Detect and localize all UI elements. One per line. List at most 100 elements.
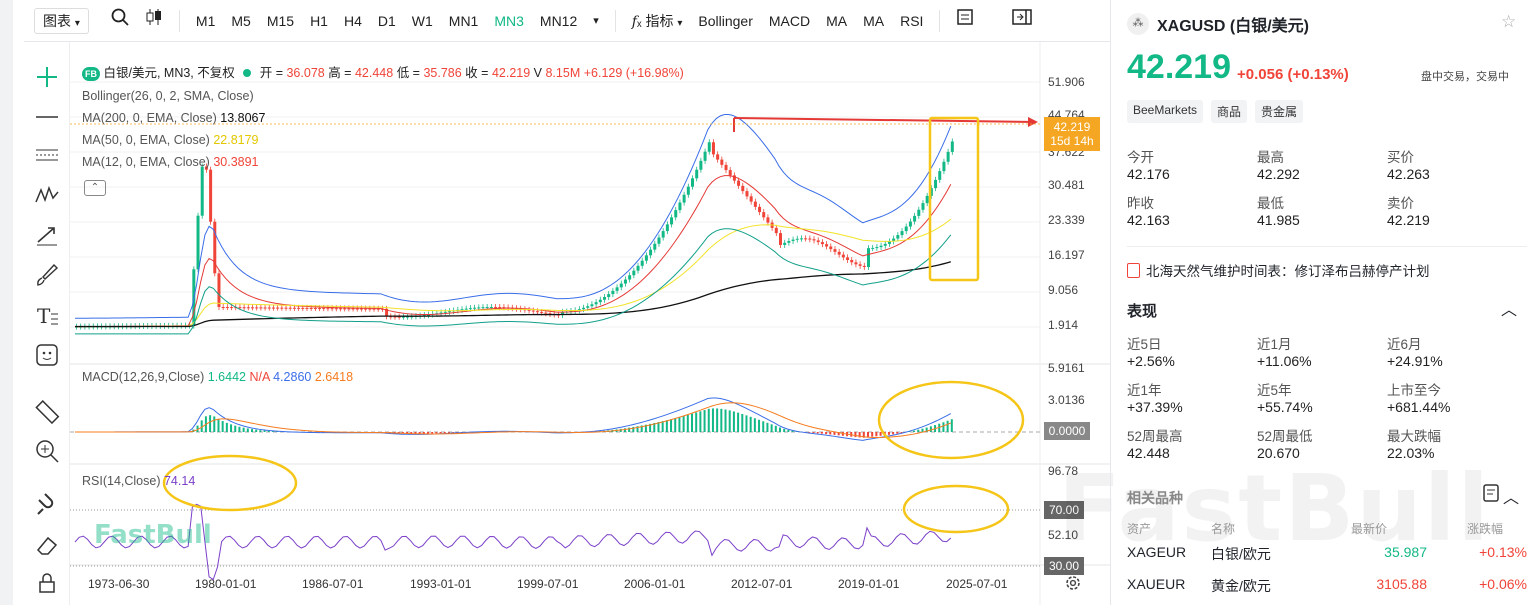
indicators-button[interactable]: fₓ 指标 ▾ <box>624 0 691 42</box>
brush-icon[interactable] <box>34 262 60 288</box>
interval-m5[interactable]: M5 <box>223 0 258 42</box>
rsi-highlight-ellipse-right <box>904 486 1008 532</box>
candle-body <box>318 308 321 309</box>
ma50-value: 22.8179 <box>213 133 258 147</box>
macd-histogram-bar <box>896 432 898 434</box>
candle-body <box>653 244 656 250</box>
indicator-ma-3[interactable]: MA <box>855 0 892 42</box>
chart-settings-gear-icon[interactable] <box>1064 574 1082 592</box>
candle-body <box>678 203 681 211</box>
chart-type-dropdown[interactable]: 图表 ▾ <box>34 8 89 34</box>
interval-mn3[interactable]: MN3 <box>486 0 532 42</box>
favorite-star-icon[interactable]: ☆ <box>1501 12 1516 32</box>
macd-histogram-bar <box>867 432 869 437</box>
stat-value: 42.176 <box>1127 166 1257 182</box>
pattern-icon[interactable] <box>34 182 60 208</box>
more-intervals-chevron-icon[interactable]: ▾ <box>585 0 607 42</box>
candle-body <box>314 308 317 309</box>
stat-value: 42.219 <box>1387 212 1517 228</box>
emoji-icon[interactable] <box>34 342 60 368</box>
candle-body <box>921 203 924 210</box>
macd-histogram-bar <box>238 427 240 432</box>
performance-grid: 近5日+2.56%近1月+11.06%近6月+24.91%近1年+37.39%近… <box>1127 333 1527 461</box>
time-axis-label: 1999-07-01 <box>517 577 579 591</box>
candle-body <box>347 308 350 309</box>
ma200-legend[interactable]: MA(200, 0, EMA, Close) 13.8067 <box>82 111 265 125</box>
interval-m1[interactable]: M1 <box>188 0 223 42</box>
stat-label: 最低 <box>1257 192 1387 212</box>
zoom-in-icon[interactable] <box>34 438 60 464</box>
interval-mn1[interactable]: MN1 <box>441 0 487 42</box>
ma50-legend[interactable]: MA(50, 0, EMA, Close) 22.8179 <box>82 133 259 147</box>
macd-value-3: 4.2860 <box>273 370 311 384</box>
template-icon[interactable] <box>948 0 982 42</box>
rsi-legend[interactable]: RSI(14,Close) 74.14 <box>82 474 195 488</box>
stat-value: 42.448 <box>1127 445 1257 461</box>
quote-header: ⁂ XAGUSD (白银/美元) <box>1127 12 1309 36</box>
macd-histogram-bar <box>817 432 819 433</box>
price-tag-timer: 15d 14h <box>1044 134 1100 148</box>
stat-cell: 上市至今+681.44% <box>1387 379 1517 415</box>
related-col-header: 涨跌幅 <box>1467 520 1503 537</box>
candle-body <box>611 291 614 294</box>
candle-body <box>947 152 950 162</box>
candle-body <box>720 160 723 165</box>
collapse-panel-icon[interactable] <box>1004 0 1040 42</box>
lock-icon[interactable] <box>34 570 60 596</box>
tag-badge[interactable]: 商品 <box>1211 100 1247 123</box>
indicator-rsi-4[interactable]: RSI <box>892 0 931 42</box>
indicator-macd-1[interactable]: MACD <box>761 0 818 42</box>
interval-d1[interactable]: D1 <box>370 0 404 42</box>
volume-value: 8.15M <box>545 66 580 80</box>
macd-histogram-bar <box>687 415 689 432</box>
crosshair-icon[interactable] <box>34 64 60 90</box>
horizontal-line-icon[interactable] <box>34 104 60 130</box>
macd-histogram-bar <box>875 432 877 436</box>
tag-badge[interactable]: 贵金属 <box>1255 100 1303 123</box>
bollinger-legend[interactable]: Bollinger(26, 0, 2, SMA, Close) <box>82 89 254 103</box>
interval-m15[interactable]: M15 <box>259 0 302 42</box>
candlestick-icon[interactable] <box>137 0 171 42</box>
related-name: 白银/欧元 <box>1211 544 1271 564</box>
candle-body <box>599 300 602 302</box>
text-icon[interactable]: T <box>34 302 60 328</box>
indicator-ma-2[interactable]: MA <box>818 0 855 42</box>
ruler-icon[interactable] <box>34 398 60 424</box>
interval-h4[interactable]: H4 <box>336 0 370 42</box>
stat-label: 52周最低 <box>1257 425 1387 445</box>
stat-cell: 近5日+2.56% <box>1127 333 1257 369</box>
candle-body <box>691 178 694 186</box>
macd-legend[interactable]: MACD(12,26,9,Close) 1.6442 N/A 4.2860 2.… <box>82 370 353 384</box>
stat-value: 20.670 <box>1257 445 1387 461</box>
interval-mn12[interactable]: MN12 <box>532 0 585 42</box>
macd-histogram-bar <box>813 432 815 433</box>
trend-arrow-icon[interactable] <box>34 222 60 248</box>
collapse-legend-icon[interactable]: ⌃ <box>84 180 106 196</box>
interval-h1[interactable]: H1 <box>302 0 336 42</box>
tag-badge[interactable]: BeeMarkets <box>1127 100 1203 123</box>
document-icon[interactable] <box>1483 484 1499 502</box>
candle-body <box>339 308 342 309</box>
candle-body <box>699 161 702 170</box>
collapse-performance-icon[interactable]: ︿ <box>1501 296 1517 320</box>
chart-canvas[interactable]: 51.90644.76437.62230.48123.33916.1979.05… <box>70 42 1110 605</box>
change-value: +6.129 (+16.98%) <box>584 66 684 80</box>
ma12-legend[interactable]: MA(12, 0, EMA, Close) 30.3891 <box>82 155 259 169</box>
search-icon[interactable] <box>103 0 137 42</box>
eraser-icon[interactable] <box>34 532 60 558</box>
indicator-bollinger-0[interactable]: Bollinger <box>690 0 760 42</box>
collapse-related-icon[interactable]: ︿ <box>1503 484 1519 508</box>
macd-histogram-bar <box>737 413 739 432</box>
lines-icon[interactable] <box>34 142 60 168</box>
candle-body <box>766 217 769 222</box>
ma200-value: 13.8067 <box>220 111 265 125</box>
interval-w1[interactable]: W1 <box>404 0 441 42</box>
left-edge-strip <box>0 0 13 605</box>
candle-body <box>854 262 857 264</box>
news-link[interactable]: 北海天然气维护时间表：修订泽布吕赫停产计划 <box>1127 260 1430 280</box>
magnet-icon[interactable] <box>34 492 60 518</box>
